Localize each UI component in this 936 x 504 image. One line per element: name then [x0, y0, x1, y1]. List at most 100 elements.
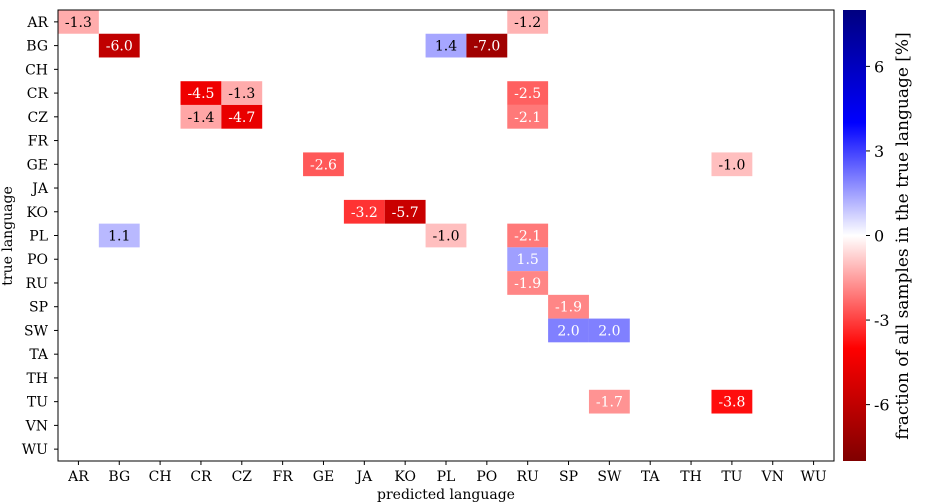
heatmap-cell-ar-ar: [58, 10, 99, 34]
cell-value-label: 2.0: [598, 323, 620, 339]
colorbar-ticks: -6 -3 0 3 6: [866, 57, 890, 415]
y-tick-label: PO: [27, 252, 48, 268]
heatmap-cell-ge-tu: [711, 152, 753, 177]
colorbar: [843, 10, 866, 461]
x-tick-label: RU: [517, 469, 540, 485]
cell-value-label: 2.0: [557, 323, 579, 339]
cell-value-labels: -1.3 -1.2 -6.0 1.4 -7.0 -4.5 -1.3 -2.5 -1.4 -4.7 -…: [65, 15, 745, 411]
x-tick-label: KO: [394, 469, 416, 485]
heatmap-cell-ko-ko: [384, 199, 426, 224]
cell-value-label: -1.0: [433, 229, 460, 245]
x-tick-label: TH: [680, 469, 702, 485]
y-tick-label: TU: [27, 395, 48, 411]
heatmap-cell-cz-cz: [221, 104, 263, 129]
x-tick-label: TU: [721, 469, 742, 485]
y-axis-label: true language: [0, 186, 16, 285]
x-tick-label: SP: [559, 469, 578, 485]
heatmap-cell-pl-pl: [425, 223, 467, 248]
heatmap-cell-po-ru: [507, 247, 549, 272]
x-tick-label: CR: [190, 469, 212, 485]
cell-value-label: -1.3: [65, 15, 92, 31]
y-tick-label: KO: [26, 205, 48, 221]
y-tick-label: JA: [30, 181, 49, 197]
heatmap-cell-ar-ru: [507, 10, 549, 34]
colorbar-tick-label: -3: [874, 311, 890, 330]
heatmap-cell-sw-sp: [548, 318, 589, 343]
heatmap-cell-pl-ru: [507, 223, 549, 248]
cell-value-label: -4.5: [187, 86, 214, 102]
y-tick-label: RU: [26, 276, 49, 292]
cell-value-label: -1.4: [187, 110, 214, 126]
y-tick-label: BG: [26, 39, 48, 55]
cell-value-label: -1.9: [555, 300, 582, 316]
heatmap-cell-tu-sw: [588, 389, 630, 414]
cell-value-label: -2.1: [514, 110, 541, 126]
cell-value-label: 1.1: [108, 229, 130, 245]
y-tick-label: AR: [26, 15, 48, 31]
heatmap-cell-cz-cr: [180, 104, 222, 129]
x-tick-labels: AR BG CH CR CZ FR GE JA KO PL PO RU SP SW TA TH TU VN WU: [67, 461, 827, 485]
y-tick-label: WU: [22, 442, 48, 458]
heatmap-cell-cr-cr: [180, 81, 222, 105]
y-tick-label: PL: [29, 229, 48, 245]
colorbar-tick-label: 3: [874, 142, 884, 161]
cell-value-label: -1.0: [718, 157, 745, 173]
x-tick-label: PL: [437, 469, 456, 485]
heatmap-cell-ge-ge: [303, 152, 344, 177]
cell-value-label: -2.1: [514, 229, 541, 245]
cell-value-label: -1.7: [596, 395, 623, 411]
heatmap-cell-cr-cz: [221, 81, 263, 105]
x-tick-label: JA: [354, 469, 373, 485]
cell-value-label: -6.0: [106, 39, 133, 55]
heatmap-cell-bg-pl: [425, 33, 467, 58]
x-tick-label: TA: [641, 469, 661, 485]
colorbar-tick-label: -6: [874, 396, 890, 415]
heatmap-cell-cz-ru: [507, 104, 549, 129]
y-tick-label: GE: [27, 157, 48, 173]
heatmap-cell-pl-bg: [98, 223, 140, 248]
heatmap-cell-sw-sw: [588, 318, 630, 343]
x-tick-label: GE: [313, 469, 334, 485]
heatmap-cell-ko-ja: [343, 199, 385, 224]
x-tick-label: CZ: [232, 469, 253, 485]
x-tick-label: PO: [476, 469, 497, 485]
cell-value-label: -3.2: [351, 205, 378, 221]
cell-value-label: -1.2: [514, 15, 541, 31]
heatmap-cell-sp-sp: [548, 294, 589, 319]
heatmap-cell-tu-tu: [711, 389, 753, 414]
cell-value-label: -1.9: [514, 276, 541, 292]
x-tick-label: VN: [761, 469, 784, 485]
colorbar-tick-label: 6: [874, 57, 884, 76]
heatmap-cell-ru-ru: [507, 271, 549, 295]
x-tick-label: CH: [149, 469, 172, 485]
cell-value-label: -2.5: [514, 86, 541, 102]
cell-value-label: 1.5: [517, 252, 539, 268]
y-tick-label: SW: [24, 323, 49, 339]
y-tick-label: TH: [26, 371, 48, 387]
cell-value-label: -4.7: [228, 110, 255, 126]
y-tick-label: VN: [25, 418, 48, 434]
x-tick-label: SW: [597, 469, 622, 485]
heatmap-cell-bg-bg: [98, 33, 140, 58]
cell-value-label: -7.0: [473, 39, 500, 55]
cell-value-label: -3.8: [718, 395, 745, 411]
y-tick-label: CR: [27, 86, 49, 102]
x-axis-label: predicted language: [377, 487, 515, 503]
colorbar-tick-label: 0: [874, 227, 884, 246]
cell-value-label: -1.3: [228, 86, 255, 102]
cell-value-label: -2.6: [310, 157, 337, 173]
x-tick-label: AR: [67, 469, 89, 485]
cell-value-label: -5.7: [392, 205, 419, 221]
heatmap-cell-bg-po: [466, 33, 508, 58]
y-tick-labels: AR BG CH CR CZ FR GE JA KO PL PO RU SP SW TA TH TU VN WU: [22, 15, 58, 458]
y-tick-label: SP: [29, 300, 48, 316]
colorbar-label: fraction of all samples in the true lang…: [893, 32, 913, 439]
y-tick-label: TA: [29, 347, 49, 363]
cell-value-label: 1.4: [435, 39, 457, 55]
heatmap-cells: [58, 10, 753, 414]
heatmap-cell-cr-ru: [507, 81, 549, 105]
x-tick-label: FR: [272, 469, 293, 485]
x-tick-label: BG: [108, 469, 130, 485]
x-tick-label: WU: [800, 469, 826, 485]
